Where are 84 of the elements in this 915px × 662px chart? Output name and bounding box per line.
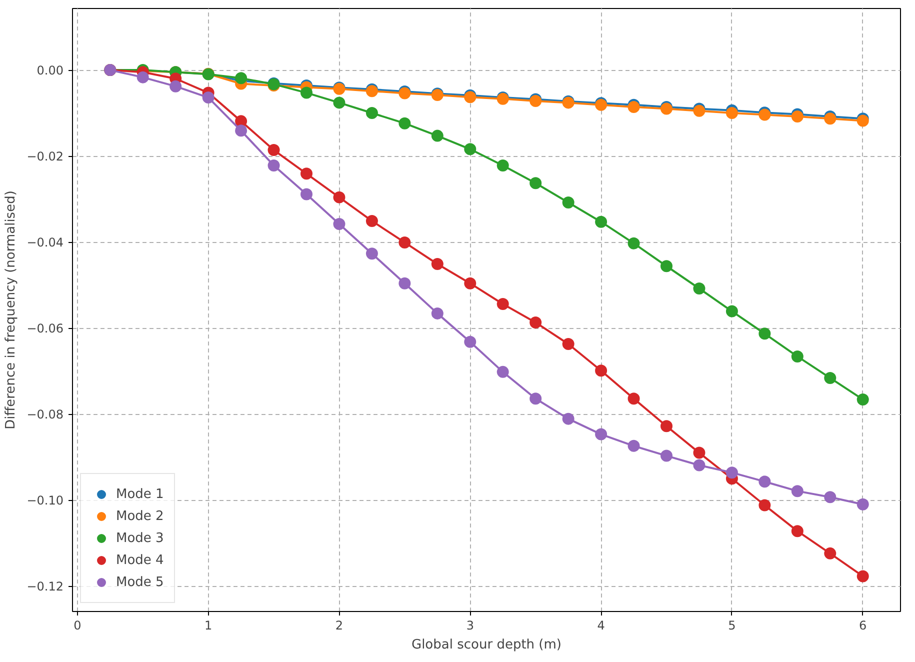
point	[628, 392, 640, 405]
point	[431, 258, 444, 270]
x-tick-label: 0	[74, 618, 82, 632]
point	[660, 260, 672, 272]
point	[595, 364, 608, 377]
point	[496, 159, 509, 172]
point	[431, 130, 444, 142]
point	[530, 392, 542, 405]
point	[300, 168, 312, 180]
point	[268, 144, 280, 156]
point	[693, 282, 706, 294]
point	[496, 298, 509, 310]
point	[758, 476, 771, 488]
point	[398, 236, 411, 248]
point	[136, 71, 149, 84]
point	[366, 248, 378, 260]
point	[856, 498, 869, 510]
x-tick-label: 4	[597, 618, 605, 632]
point	[170, 80, 182, 92]
y-tick-label: −0.06	[26, 322, 64, 336]
point	[431, 307, 444, 320]
point	[333, 96, 346, 109]
point	[726, 466, 738, 479]
point	[300, 188, 312, 200]
point	[791, 525, 804, 538]
legend-label: Mode 2	[116, 508, 164, 524]
point	[758, 499, 771, 512]
point	[856, 393, 869, 406]
x-tick-label: 6	[859, 618, 867, 632]
point	[628, 440, 640, 452]
point	[562, 338, 574, 350]
point	[660, 450, 672, 462]
point	[333, 218, 346, 230]
x-tick-label: 2	[335, 618, 344, 632]
point	[791, 350, 804, 362]
point	[464, 277, 476, 290]
x-tick-label: 5	[728, 618, 736, 632]
point	[726, 305, 738, 318]
x-axis-title: Global scour depth (m)	[412, 638, 562, 652]
legend-label: Mode 3	[116, 530, 164, 546]
y-tick-label: 0.00	[36, 64, 64, 78]
legend-label: Mode 5	[116, 574, 164, 590]
legend-label: Mode 4	[116, 552, 164, 568]
point	[268, 159, 280, 172]
point	[496, 366, 509, 378]
point	[824, 112, 836, 125]
point	[824, 547, 836, 560]
point	[202, 92, 214, 104]
point	[464, 336, 476, 348]
point	[366, 107, 378, 120]
point	[726, 107, 738, 120]
y-tick-label: −0.12	[26, 580, 64, 594]
point	[595, 216, 608, 228]
y-tick-label: −0.04	[26, 236, 64, 250]
point	[595, 428, 608, 440]
y-tick-label: −0.02	[26, 150, 64, 164]
point	[300, 86, 312, 99]
point	[693, 459, 706, 472]
point	[758, 328, 771, 340]
x-tick-label: 1	[204, 618, 212, 632]
point	[464, 143, 476, 156]
point	[693, 446, 706, 459]
y-tick-label: −0.10	[26, 494, 64, 508]
point	[791, 485, 804, 498]
point	[333, 191, 346, 204]
point	[562, 196, 574, 208]
y-tick-label: −0.08	[26, 408, 64, 422]
point	[628, 237, 640, 250]
point	[366, 214, 378, 227]
point	[235, 72, 248, 84]
point	[660, 420, 672, 432]
point	[824, 372, 836, 384]
point	[530, 316, 542, 328]
x-tick-label: 3	[466, 618, 474, 632]
point	[398, 117, 411, 130]
point	[824, 491, 836, 504]
point	[235, 124, 248, 137]
legend-label: Mode 1	[116, 486, 164, 502]
point	[856, 570, 869, 582]
point	[628, 101, 640, 113]
point	[562, 412, 574, 425]
y-axis-title: Difference in frequency (normalised)	[4, 190, 19, 430]
point	[530, 177, 542, 190]
point	[398, 277, 411, 290]
